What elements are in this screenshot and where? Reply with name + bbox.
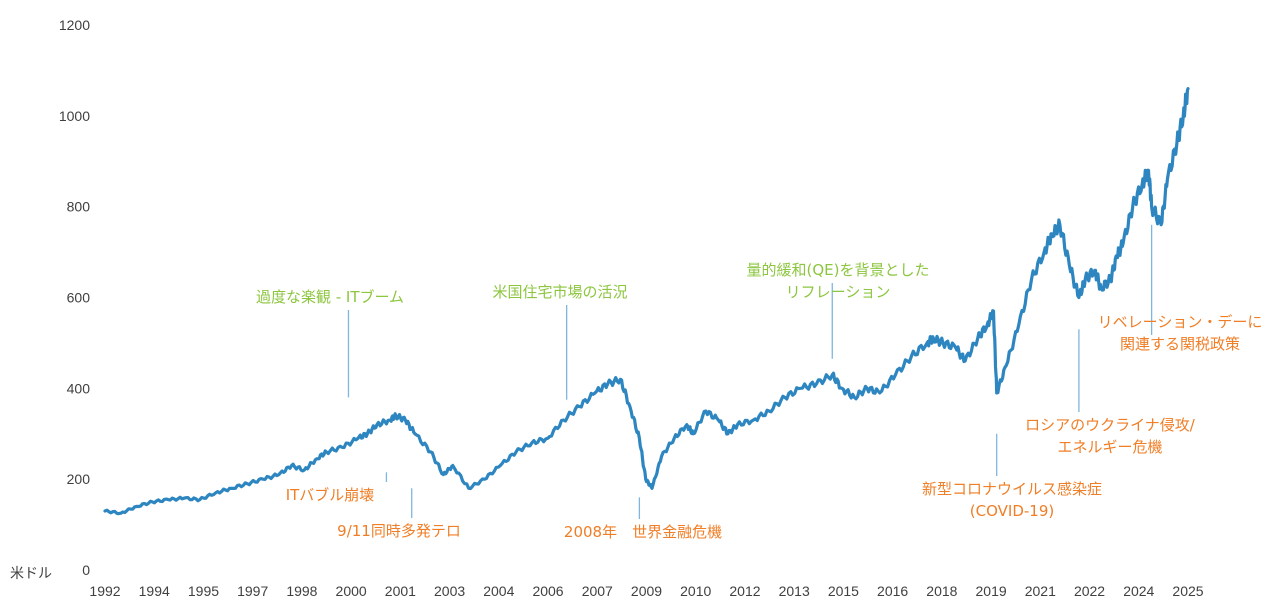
annotation-label-line2: リフレーション: [786, 283, 891, 301]
x-tick-label: 2006: [532, 583, 563, 599]
annotation-label: 過度な楽観 - ITブーム: [256, 288, 404, 306]
annotation-label: 9/11同時多発テロ: [337, 522, 461, 540]
x-tick-label: 2022: [1074, 583, 1105, 599]
x-tick-label: 2007: [582, 583, 613, 599]
x-tick-label: 2001: [385, 583, 416, 599]
x-tick-label: 2024: [1123, 583, 1154, 599]
annotation-labels: 過度な楽観 - ITブーム ITバブル崩壊 9/11同時多発テロ 米国住宅市場の活況 2…: [256, 261, 1262, 541]
annotation-label: ロシアのウクライナ侵攻/: [1025, 416, 1196, 434]
annotation-lines: [347, 224, 1153, 519]
annotation-label-line2: エネルギー危機: [1057, 438, 1162, 456]
annotation-label-line2: 関連する関税政策: [1120, 335, 1240, 353]
y-tick-label: 0: [82, 562, 90, 578]
x-tick-label: 2000: [336, 583, 367, 599]
x-tick-label: 2003: [434, 583, 465, 599]
y-tick-label: 800: [67, 199, 91, 215]
series-group: [103, 87, 1190, 516]
annotation-label: ITバブル崩壊: [286, 486, 375, 504]
annotation-label: 量的緩和(QE)を背景とした: [747, 261, 930, 279]
x-tick-label: 1995: [188, 583, 219, 599]
y-tick-label: 400: [67, 380, 91, 396]
annotation-label: 2008年 世界金融危機: [564, 523, 722, 541]
x-tick-label: 1994: [139, 583, 170, 599]
annotation-label: 新型コロナウイルス感染症: [922, 480, 1102, 498]
y-tick-label: 1000: [59, 108, 90, 124]
x-tick-label: 2010: [680, 583, 711, 599]
x-tick-label: 2016: [877, 583, 908, 599]
y-tick-label: 200: [67, 471, 91, 487]
x-tick-label: 1992: [89, 583, 120, 599]
x-axis: 1992 1994 1995 1997 1998 2000 2001 2003 2004 2006…: [89, 583, 1203, 599]
annotation-label: 米国住宅市場の活況: [492, 283, 627, 301]
y-axis-label: 米ドル: [10, 565, 52, 581]
y-axis: 0 200 400 600 800 1000 1200: [59, 17, 90, 578]
annotation-label: リベレーション・デーに: [1098, 313, 1263, 331]
series-line: [103, 87, 1190, 516]
x-tick-label: 2012: [729, 583, 760, 599]
annotation-label-line2: (COVID-19): [970, 502, 1054, 520]
x-tick-label: 2018: [926, 583, 957, 599]
y-tick-label: 1200: [59, 17, 90, 33]
x-tick-label: 2019: [976, 583, 1007, 599]
x-tick-label: 2004: [483, 583, 514, 599]
x-tick-label: 2021: [1025, 583, 1056, 599]
x-tick-label: 2013: [779, 583, 810, 599]
x-tick-label: 2009: [631, 583, 662, 599]
x-tick-label: 1998: [286, 583, 317, 599]
x-tick-label: 2025: [1172, 583, 1203, 599]
y-tick-label: 600: [67, 290, 91, 306]
x-tick-label: 1997: [237, 583, 268, 599]
x-tick-label: 2015: [828, 583, 859, 599]
